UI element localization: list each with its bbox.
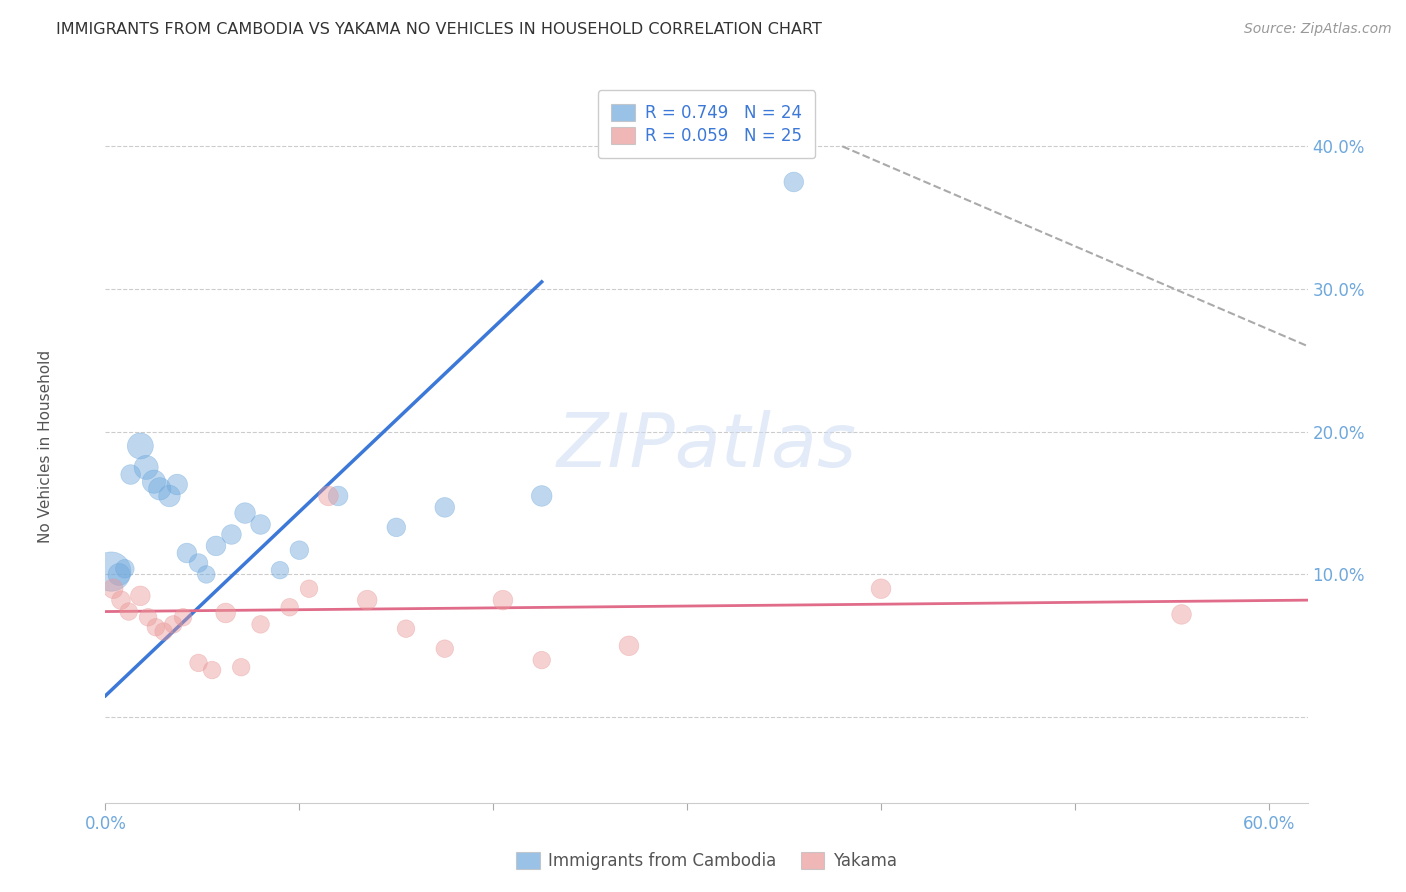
- Point: [385, 520, 408, 534]
- Point: [249, 517, 271, 532]
- Point: [318, 489, 340, 503]
- Point: [298, 582, 321, 596]
- Point: [395, 622, 418, 636]
- Point: [1170, 607, 1192, 622]
- Point: [187, 656, 209, 670]
- Point: [149, 482, 172, 496]
- Point: [530, 653, 553, 667]
- Text: Source: ZipAtlas.com: Source: ZipAtlas.com: [1244, 22, 1392, 37]
- Text: No Vehicles in Household: No Vehicles in Household: [38, 350, 53, 542]
- Point: [783, 175, 806, 189]
- Text: IMMIGRANTS FROM CAMBODIA VS YAKAMA NO VEHICLES IN HOUSEHOLD CORRELATION CHART: IMMIGRANTS FROM CAMBODIA VS YAKAMA NO VE…: [56, 22, 823, 37]
- Point: [278, 600, 301, 615]
- Point: [201, 663, 224, 677]
- Point: [356, 593, 378, 607]
- Point: [159, 489, 181, 503]
- Text: ZIPatlas: ZIPatlas: [557, 410, 856, 482]
- Point: [166, 477, 188, 491]
- Point: [172, 610, 194, 624]
- Point: [288, 543, 311, 558]
- Point: [118, 605, 141, 619]
- Point: [221, 527, 243, 541]
- Point: [187, 556, 209, 570]
- Point: [269, 563, 291, 577]
- Point: [142, 475, 165, 489]
- Point: [176, 546, 198, 560]
- Point: [433, 641, 456, 656]
- Point: [110, 593, 132, 607]
- Point: [152, 624, 174, 639]
- Point: [433, 500, 456, 515]
- Point: [214, 606, 236, 620]
- Point: [162, 617, 184, 632]
- Point: [326, 489, 349, 503]
- Point: [129, 439, 152, 453]
- Point: [870, 582, 893, 596]
- Point: [492, 593, 515, 607]
- Point: [530, 489, 553, 503]
- Point: [103, 582, 125, 596]
- Point: [205, 539, 228, 553]
- Point: [233, 506, 256, 520]
- Point: [114, 562, 136, 576]
- Legend: Immigrants from Cambodia, Yakama: Immigrants from Cambodia, Yakama: [509, 845, 904, 877]
- Point: [135, 460, 157, 475]
- Point: [120, 467, 142, 482]
- Point: [100, 565, 122, 579]
- Point: [136, 610, 159, 624]
- Point: [249, 617, 271, 632]
- Point: [129, 589, 152, 603]
- Point: [617, 639, 640, 653]
- Point: [231, 660, 253, 674]
- Point: [145, 620, 167, 634]
- Point: [108, 567, 131, 582]
- Point: [195, 567, 218, 582]
